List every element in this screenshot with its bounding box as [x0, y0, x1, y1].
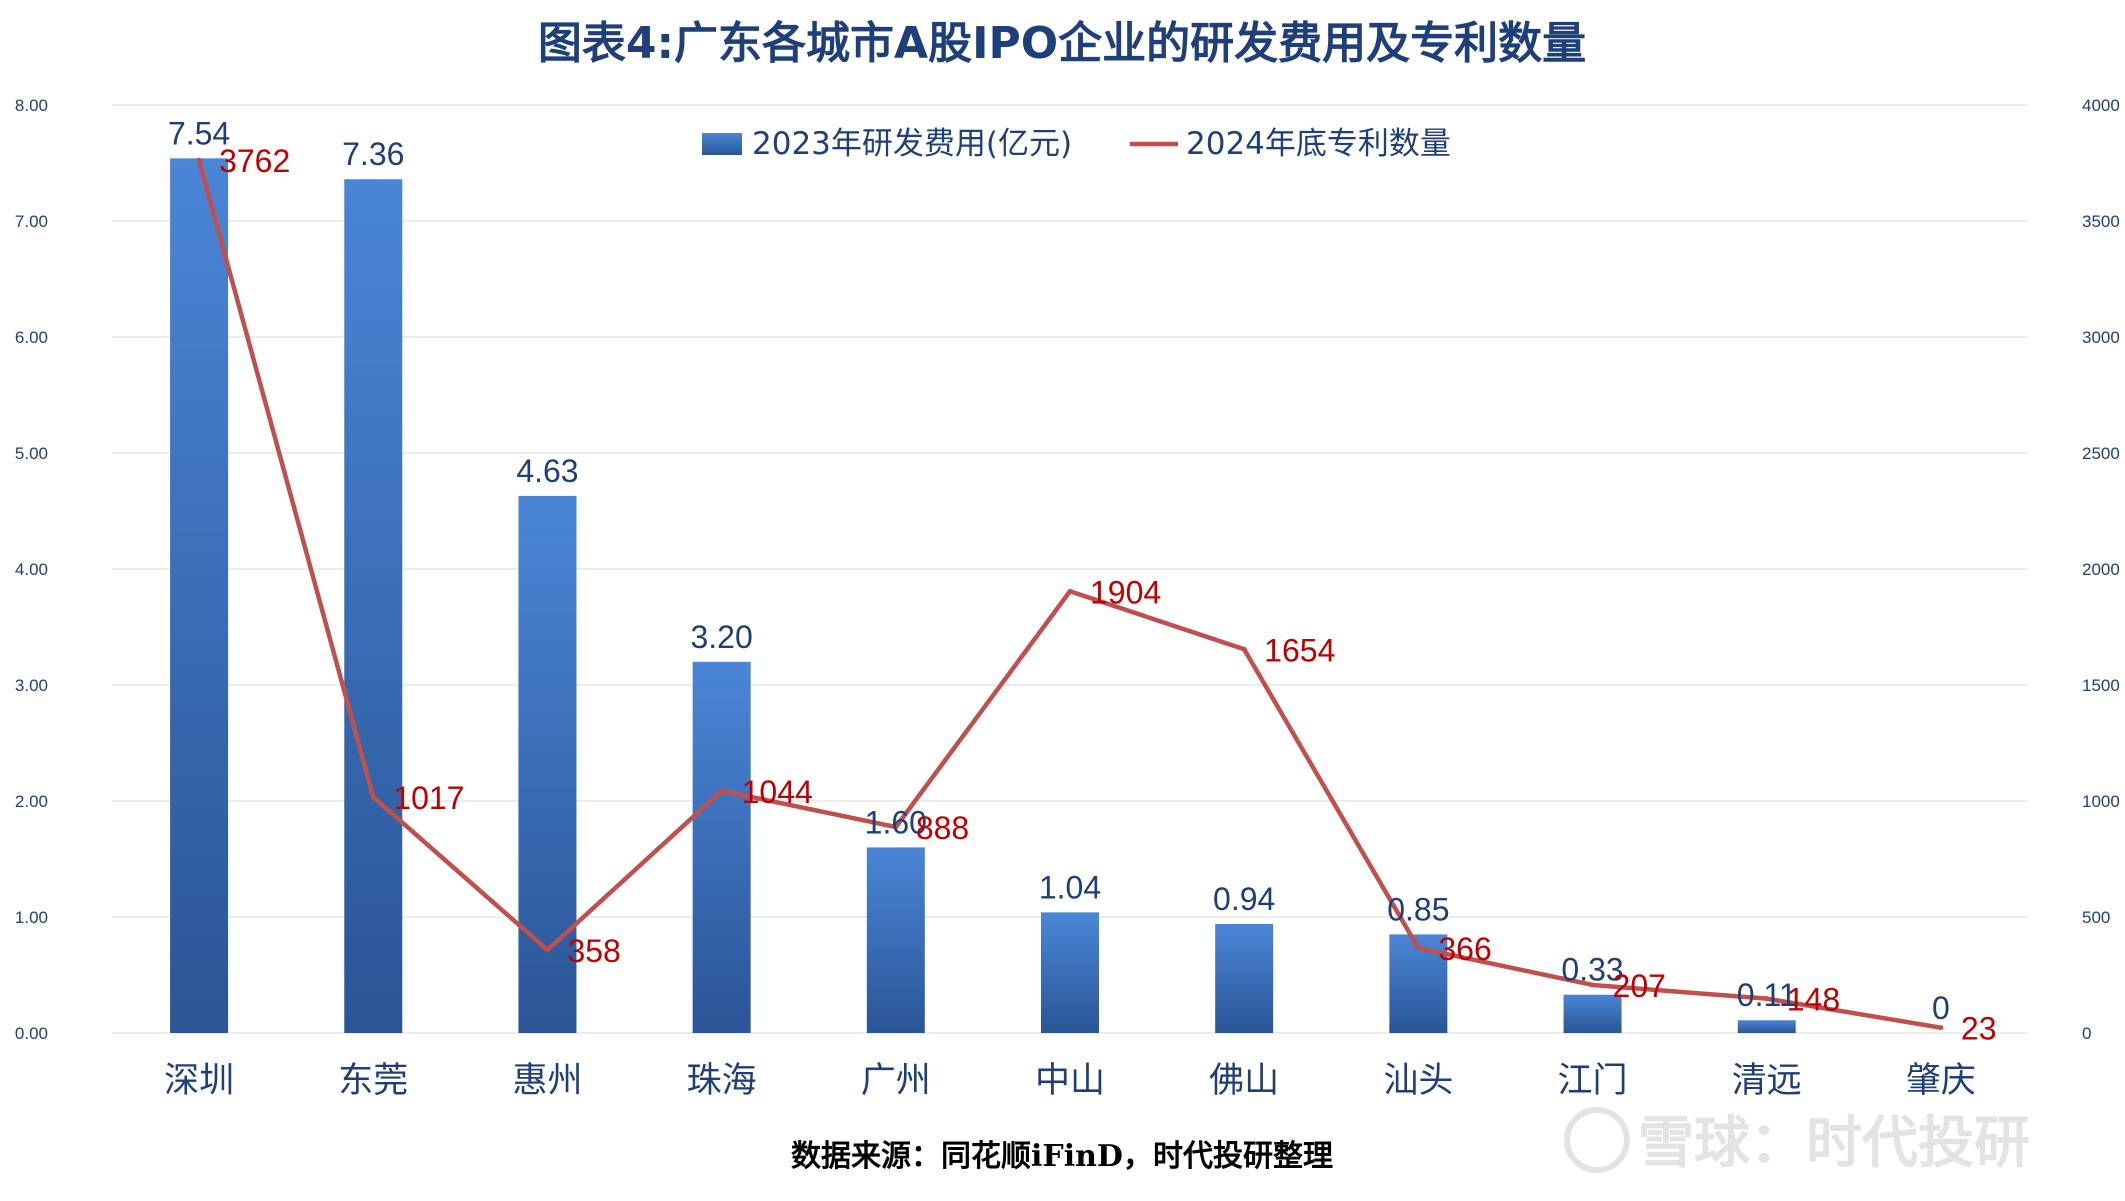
legend-bar-swatch — [702, 133, 742, 155]
bar — [866, 847, 925, 1033]
bar-value-label: 7.36 — [342, 136, 404, 172]
bar — [1041, 912, 1099, 1033]
line-value-label: 148 — [1787, 982, 1840, 1018]
gridlines — [112, 104, 2028, 1034]
bar — [1737, 1020, 1796, 1033]
line-value-label: 366 — [1438, 931, 1491, 967]
right-tick-label: 500 — [2082, 908, 2110, 927]
bar — [1563, 994, 1622, 1033]
x-tick-label: 惠州 — [512, 1061, 582, 1101]
chart-title: 图表4:广东各城市A股IPO企业的研发费用及专利数量 — [538, 18, 1586, 69]
line-point — [893, 824, 899, 830]
line-point — [544, 947, 550, 953]
x-tick-label: 肇庆 — [1906, 1061, 1976, 1101]
line-value-label: 1017 — [393, 780, 464, 816]
legend-line-label: 2024年底专利数量 — [1186, 126, 1451, 162]
left-tick-label: 7.00 — [15, 212, 48, 231]
right-tick-label: 1500 — [2082, 676, 2120, 695]
line-point — [196, 157, 202, 163]
left-tick-label: 4.00 — [15, 560, 48, 579]
bar — [170, 158, 229, 1034]
bar-value-label: 3.20 — [690, 619, 752, 655]
right-tick-label: 2000 — [2082, 560, 2120, 579]
line-point — [1938, 1025, 1944, 1031]
line-value-label: 1044 — [742, 774, 813, 810]
right-y-axis: 0 500 1000 1500 2000 2500 3000 3500 4000 — [2082, 96, 2120, 1043]
x-tick-label: 珠海 — [687, 1061, 757, 1101]
x-tick-label: 佛山 — [1209, 1061, 1279, 1101]
line-point — [719, 788, 725, 794]
line-value-label: 1904 — [1090, 574, 1161, 610]
bar-value-label: 1.04 — [1039, 869, 1101, 905]
line-value-label: 888 — [916, 810, 969, 846]
bar-value-label: 0 — [1932, 990, 1950, 1026]
left-tick-label: 0.00 — [15, 1024, 48, 1043]
watermark-text: 雪球：时代投研 — [1638, 1111, 2030, 1176]
x-tick-label: 深圳 — [164, 1061, 234, 1101]
source-note: 数据来源：同花顺iFinD，时代投研整理 — [791, 1139, 1333, 1174]
bar-value-label: 0.33 — [1561, 952, 1623, 988]
line-series — [196, 157, 1944, 1031]
left-tick-label: 8.00 — [15, 96, 48, 115]
right-tick-label: 1000 — [2082, 792, 2120, 811]
line-point — [1241, 646, 1247, 652]
line-value-label: 3762 — [219, 143, 290, 179]
line-value-label: 1654 — [1264, 632, 1335, 668]
x-tick-label: 广州 — [861, 1061, 931, 1101]
bar-value-label: 7.54 — [168, 115, 230, 151]
left-tick-label: 2.00 — [15, 792, 48, 811]
bar-data-labels: 7.54 7.36 4.63 3.20 1.60 1.04 0.94 0.85 0.33 0.11… — [168, 115, 1950, 1026]
right-tick-label: 0 — [2082, 1024, 2091, 1043]
bar — [692, 661, 751, 1033]
x-tick-label: 东莞 — [338, 1061, 408, 1101]
right-tick-label: 4000 — [2082, 96, 2120, 115]
bar-value-label: 4.63 — [516, 453, 578, 489]
line-value-label: 358 — [567, 933, 620, 969]
right-tick-label: 2500 — [2082, 444, 2120, 463]
right-tick-label: 3000 — [2082, 328, 2120, 347]
line-point — [1415, 945, 1421, 951]
x-tick-label: 江门 — [1558, 1061, 1628, 1101]
bar-value-label: 1.60 — [865, 804, 927, 840]
x-tick-label: 中山 — [1035, 1061, 1105, 1101]
left-y-axis: 0.00 1.00 2.00 3.00 4.00 5.00 6.00 7.00 8.00 — [15, 96, 48, 1043]
x-tick-label: 汕头 — [1383, 1061, 1453, 1101]
bar-value-label: 0.85 — [1387, 891, 1449, 927]
bar-series — [170, 158, 1796, 1034]
line-value-label: 207 — [1613, 968, 1666, 1004]
line-point — [1764, 996, 1770, 1002]
left-tick-label: 1.00 — [15, 908, 48, 927]
line-point — [370, 794, 376, 800]
right-tick-label: 3500 — [2082, 212, 2120, 231]
left-tick-label: 3.00 — [15, 676, 48, 695]
legend-bar-label: 2023年研发费用(亿元) — [752, 126, 1072, 162]
line-point — [1067, 588, 1073, 594]
bar — [518, 495, 577, 1033]
bar-value-label: 0.11 — [1737, 977, 1797, 1013]
watermark-logo-icon — [1564, 1107, 1630, 1173]
left-tick-label: 6.00 — [15, 328, 48, 347]
line-point — [1590, 982, 1596, 988]
bar — [1215, 923, 1274, 1033]
bar — [344, 179, 403, 1034]
line-data-labels: 3762 1017 358 1044 888 1904 1654 366 207 148 23 — [219, 143, 1996, 1046]
legend: 2023年研发费用(亿元) 2024年底专利数量 — [702, 126, 1451, 162]
x-tick-label: 清远 — [1732, 1061, 1802, 1101]
left-tick-label: 5.00 — [15, 444, 48, 463]
line-value-label: 23 — [1961, 1011, 1997, 1047]
watermark: 雪球：时代投研 — [1564, 1107, 2030, 1176]
bar-value-label: 0.94 — [1213, 881, 1275, 917]
x-axis: 深圳 东莞 惠州 珠海 广州 中山 佛山 汕头 江门 清远 肇庆 — [164, 1061, 1976, 1101]
